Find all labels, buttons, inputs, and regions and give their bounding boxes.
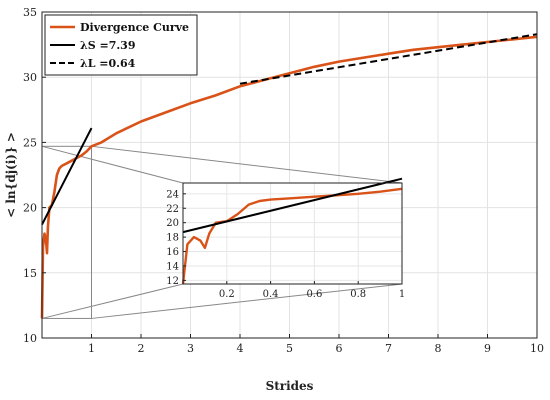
y-axis-label: < ln{dj(i)} > [4,132,18,218]
y-tick-label: 30 [23,71,37,84]
inset-x-tick-label: 0.2 [219,289,235,300]
zoom-guide-line [41,283,184,319]
inset-zoom-plot: 0.2 0.4 0.6 0.8 1 12 14 16 18 20 22 24 [166,177,405,300]
x-tick-label: 2 [138,342,145,355]
inset-background [183,183,402,284]
inset-frame [182,182,403,285]
zoom-guide-line [41,145,184,184]
x-tick-label: 10 [530,342,544,355]
inset-y-tick-label: 16 [166,247,179,258]
x-tick-label: 3 [187,342,194,355]
x-axis-label: Strides [266,379,314,393]
inset-ticks: 0.2 0.4 0.6 0.8 1 12 14 16 18 20 22 24 [166,189,405,300]
inset-x-tick-label: 0.4 [263,289,279,300]
main-series [40,33,538,319]
zoom-guides [41,145,403,319]
x-tick-label: 5 [286,342,293,355]
legend-label-lambda-l: λL =0.64 [80,57,136,70]
x-tick-label: 1 [88,342,95,355]
y-tick-label: 10 [23,332,37,345]
inset-y-tick-label: 20 [166,218,179,229]
y-tick-label: 20 [23,202,37,215]
y-tick-label: 25 [23,136,37,149]
inset-y-tick-label: 22 [166,204,179,215]
legend: Divergence Curve λS =7.39 λL =0.64 [44,14,198,76]
inset-x-tick-label: 1 [399,289,405,300]
inset-x-tick-label: 0.6 [306,289,322,300]
inset-y-tick-label: 12 [166,276,179,287]
zoom-guide-line [91,145,403,184]
inset-y-tick-label: 24 [166,189,179,200]
inset-x-tick-label: 0.8 [350,289,366,300]
lambda-s-fit-line [41,127,93,226]
x-tick-label: 7 [385,342,392,355]
inset-y-tick-label: 18 [166,233,179,244]
divergence-curve-line [40,35,538,319]
x-tick-label: 9 [484,342,491,355]
lambda-l-fit-line [239,33,538,85]
inset-lambda-s-fit-line [182,177,403,234]
legend-label-lambda-s: λS =7.39 [80,39,136,52]
inset-y-tick-label: 14 [166,261,179,272]
x-tick-label: 6 [336,342,343,355]
legend-label-divergence: Divergence Curve [80,21,189,34]
inset-divergence-curve-line [181,187,403,285]
x-tick-label: 4 [237,342,244,355]
inset-series [181,177,403,285]
y-tick-label: 35 [23,6,37,19]
y-tick-label: 15 [23,267,37,280]
x-tick-label: 8 [435,342,442,355]
zoom-guide-line [91,283,403,319]
